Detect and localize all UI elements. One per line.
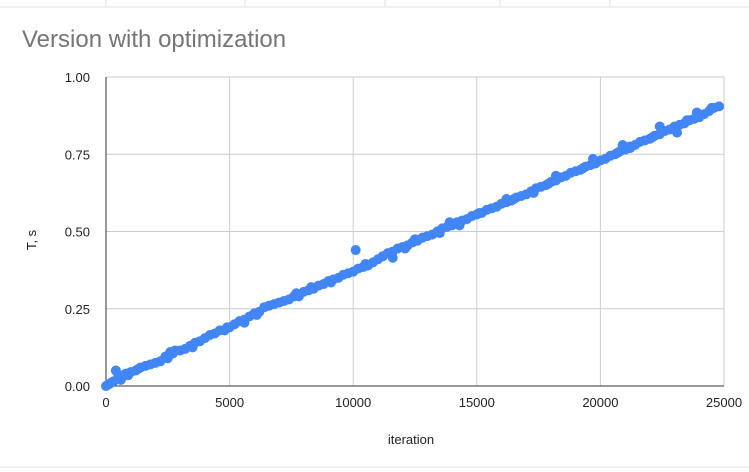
data-point: [400, 243, 411, 254]
data-point: [222, 322, 233, 333]
data-point: [681, 115, 692, 126]
data-points: [101, 101, 725, 391]
y-tick-label: 0.75: [65, 147, 90, 162]
y-axis-title: T, s: [24, 229, 39, 250]
data-point: [306, 282, 317, 293]
data-point: [251, 309, 262, 320]
data-point: [528, 187, 539, 198]
data-point: [508, 194, 519, 205]
data-point: [325, 277, 336, 288]
y-tick-label: 0.00: [65, 379, 90, 394]
data-point: [694, 112, 705, 123]
y-tick-label: 1.00: [65, 70, 90, 85]
x-tick-label: 15000: [459, 395, 495, 410]
data-point: [714, 101, 725, 112]
y-tick-label: 0.50: [65, 225, 90, 240]
data-point: [587, 153, 598, 164]
data-point: [444, 217, 455, 228]
data-point: [239, 317, 250, 328]
data-point: [612, 147, 623, 158]
data-point: [291, 288, 302, 299]
x-tick-label: 10000: [335, 395, 371, 410]
data-point: [350, 245, 361, 256]
chart-title: Version with optimization: [22, 26, 287, 53]
x-tick-label: 0: [102, 395, 109, 410]
data-point: [387, 252, 398, 263]
data-point: [654, 121, 665, 132]
data-point: [617, 139, 628, 150]
x-tick-label: 25000: [706, 395, 742, 410]
data-point: [647, 132, 658, 143]
data-point: [187, 342, 198, 353]
data-point: [360, 258, 371, 269]
data-point: [578, 163, 589, 174]
data-point: [550, 170, 561, 181]
axes: [105, 77, 724, 387]
x-tick-label: 5000: [215, 395, 244, 410]
data-point: [133, 364, 144, 375]
y-tick-label: 0.25: [65, 302, 90, 317]
data-point: [706, 102, 717, 113]
data-point: [434, 228, 445, 239]
data-point: [454, 220, 465, 231]
data-point: [672, 127, 683, 138]
data-point: [167, 348, 178, 359]
data-point: [410, 234, 420, 245]
tick-labels: 0 5000 10000 15000 20000 25000 0.00 0.25 0.50 0.7…: [65, 70, 742, 410]
data-point: [474, 207, 485, 218]
gridlines: [106, 76, 725, 386]
data-point: [501, 194, 512, 205]
x-tick-label: 20000: [582, 395, 618, 410]
data-point: [543, 178, 554, 189]
x-axis-title: iteration: [388, 432, 434, 447]
